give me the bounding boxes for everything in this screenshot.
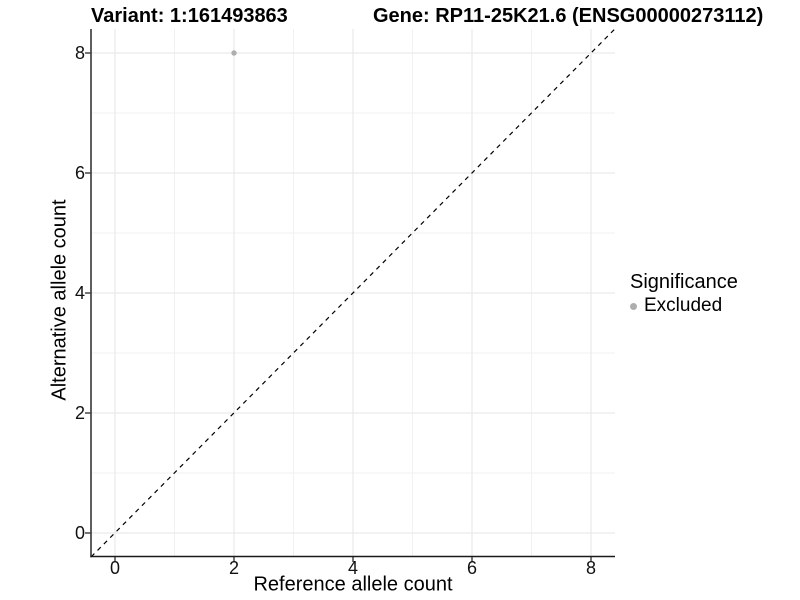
y-axis-tick-marks: [85, 52, 91, 534]
plot-title-variant: Variant: 1:161493863: [91, 5, 288, 27]
x-axis-title: Reference allele count: [253, 573, 453, 596]
x-tick-label-8: 8: [585, 558, 597, 578]
x-tick-label-4: 4: [347, 558, 359, 578]
legend-entry-excluded: Excluded: [630, 295, 738, 317]
legend-entry-label: Excluded: [644, 295, 723, 316]
y-tick-label-4: 4: [74, 283, 85, 303]
data-point-excluded: [231, 50, 237, 56]
y-tick-label-0: 0: [74, 523, 85, 543]
plot-title-gene: Gene: RP11-25K21.6 (ENSG00000273112): [373, 5, 764, 27]
axis-lines: [90, 29, 615, 558]
legend: Significance Excluded: [630, 271, 738, 317]
grid-major: [91, 29, 615, 556]
x-tick-label-0: 0: [109, 558, 121, 578]
x-tick-label-6: 6: [466, 558, 478, 578]
y-tick-label-6: 6: [74, 163, 85, 183]
x-tick-label-2: 2: [228, 558, 240, 578]
identity-reference-line: [90, 28, 616, 558]
y-tick-label-8: 8: [74, 43, 85, 63]
x-axis-tick-marks: [114, 557, 592, 562]
y-tick-label-2: 2: [74, 403, 85, 423]
legend-marker-circle-icon: [630, 302, 637, 310]
legend-title: Significance: [630, 271, 738, 293]
